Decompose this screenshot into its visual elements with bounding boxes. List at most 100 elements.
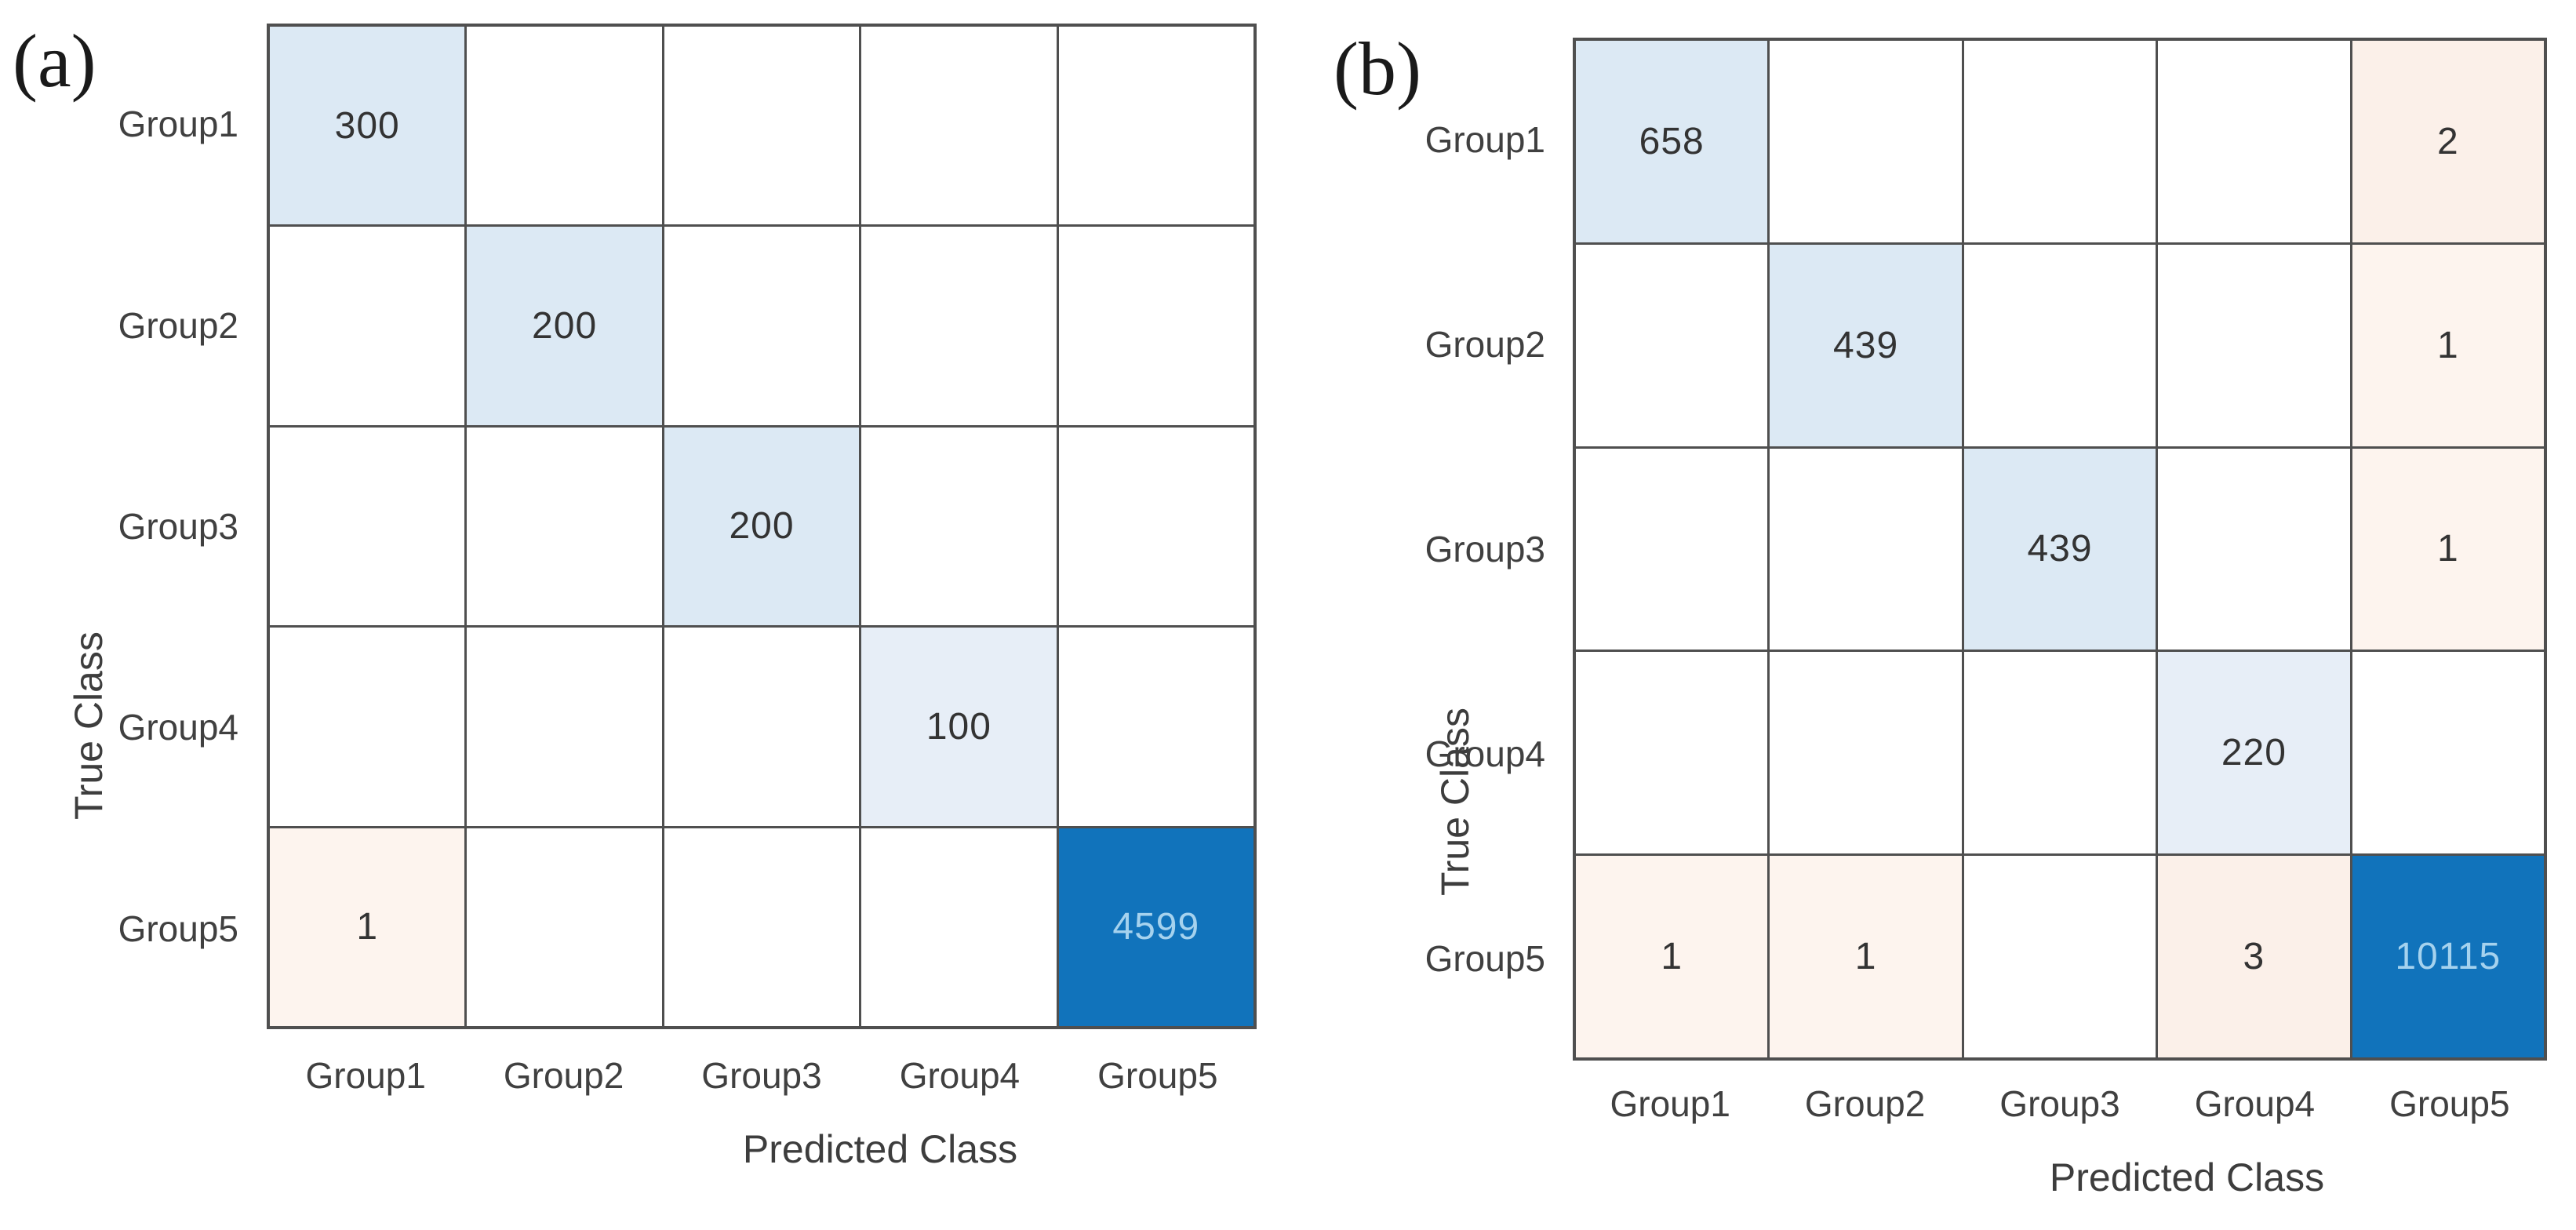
matrix-cell-r1c3 (1963, 41, 2156, 242)
col-label-group1: Group1 (305, 1055, 426, 1096)
row-label-group3: Group3 (1424, 528, 1545, 570)
matrix-cell-r2c3 (1963, 244, 2156, 446)
matrix-cell-r5c2 (467, 828, 662, 1026)
matrix-cell-r3c1 (270, 427, 465, 626)
matrix-cell-value: 100 (926, 705, 991, 748)
matrix-cell-r2c1 (1576, 244, 1768, 446)
matrix-cell-value: 4599 (1112, 906, 1200, 948)
matrix-cell-r5c5: 10115 (2352, 856, 2544, 1057)
matrix-cell-r2c5 (1058, 227, 1253, 425)
matrix-cell-r1c1: 300 (270, 27, 465, 225)
matrix-cell-value: 300 (334, 104, 400, 147)
matrix-cell-r5c1: 1 (1576, 856, 1768, 1057)
matrix-cell-r1c3 (664, 27, 860, 225)
matrix-cell-r4c5 (1058, 628, 1253, 826)
panel-a-label: (a) (13, 19, 96, 103)
col-label-group3: Group3 (701, 1055, 822, 1096)
matrix-cell-r5c3 (664, 828, 860, 1026)
matrix-cell-r3c5 (1058, 427, 1253, 626)
matrix-cell-r4c1 (270, 628, 465, 826)
matrix-cell-value: 1 (2436, 528, 2459, 570)
row-label-group1: Group1 (1424, 119, 1545, 161)
col-label-group3: Group3 (1999, 1083, 2120, 1124)
matrix-cell-r1c5: 2 (2352, 41, 2544, 242)
panel-a-matrix-grid: 300 200 200 100 1 4599 (267, 24, 1257, 1029)
row-label-group2: Group2 (118, 304, 238, 346)
matrix-cell-r1c4 (2158, 41, 2350, 242)
panel-a-x-axis-title: Predicted Class (742, 1127, 1018, 1171)
matrix-cell-r4c3 (664, 628, 860, 826)
matrix-cell-value: 2 (2436, 120, 2459, 162)
matrix-cell-value: 1 (2436, 324, 2459, 366)
col-label-group2: Group2 (503, 1055, 624, 1096)
row-label-group4: Group4 (118, 707, 238, 748)
matrix-cell-r2c5: 1 (2352, 244, 2544, 446)
panel-a-y-axis-title: True Class (67, 631, 111, 820)
panel-b-x-axis-title: Predicted Class (2049, 1155, 2325, 1199)
matrix-cell-r3c2 (1770, 448, 1962, 650)
row-label-group1: Group1 (118, 104, 238, 145)
matrix-cell-r5c3 (1963, 856, 2156, 1057)
matrix-cell-value: 439 (2027, 528, 2093, 570)
matrix-cell-r4c5 (2352, 652, 2544, 854)
row-label-group2: Group2 (1424, 324, 1545, 366)
matrix-cell-r4c2 (1770, 652, 1962, 854)
matrix-cell-r3c3: 439 (1963, 448, 2156, 650)
matrix-cell-value: 3 (2243, 936, 2265, 978)
col-label-group5: Group5 (1097, 1055, 1218, 1096)
col-label-group4: Group4 (899, 1055, 1021, 1096)
panel-b-row-labels: Group1 Group2 Group3 Group4 Group5 (1302, 38, 1559, 1061)
matrix-cell-r2c4 (2158, 244, 2350, 446)
matrix-cell-r1c2 (467, 27, 662, 225)
matrix-cell-r4c4: 100 (861, 628, 1057, 826)
matrix-cell-r1c4 (861, 27, 1057, 225)
matrix-cell-value: 1 (1854, 936, 1877, 978)
matrix-cell-r3c4 (2158, 448, 2350, 650)
matrix-cell-r5c1: 1 (270, 828, 465, 1026)
matrix-cell-r2c3 (664, 227, 860, 425)
matrix-cell-r5c4 (861, 828, 1057, 1026)
matrix-cell-r3c4 (861, 427, 1057, 626)
panel-a-row-labels: Group1 Group2 Group3 Group4 Group5 (0, 24, 253, 1029)
matrix-cell-value: 1 (356, 906, 379, 948)
matrix-cell-r2c2: 439 (1770, 244, 1962, 446)
matrix-cell-r4c4: 220 (2158, 652, 2350, 854)
matrix-cell-value: 220 (2221, 732, 2287, 774)
matrix-cell-value: 1 (1661, 936, 1683, 978)
panel-b-y-axis-title: True Class (1433, 708, 1477, 896)
row-label-group5: Group5 (1424, 937, 1545, 979)
row-label-group4: Group4 (1424, 733, 1545, 774)
row-label-group3: Group3 (118, 506, 238, 548)
matrix-cell-r1c1: 658 (1576, 41, 1768, 242)
matrix-cell-r2c2: 200 (467, 227, 662, 425)
panel-b-col-labels: Group1 Group2 Group3 Group4 Group5 (1573, 1076, 2547, 1131)
row-label-group5: Group5 (118, 908, 238, 949)
matrix-cell-r5c4: 3 (2158, 856, 2350, 1057)
panel-a-col-labels: Group1 Group2 Group3 Group4 Group5 (267, 1048, 1257, 1103)
matrix-cell-r4c3 (1963, 652, 2156, 854)
matrix-cell-r3c1 (1576, 448, 1768, 650)
matrix-cell-r2c1 (270, 227, 465, 425)
matrix-cell-r3c2 (467, 427, 662, 626)
matrix-cell-r1c2 (1770, 41, 1962, 242)
matrix-cell-value: 10115 (2395, 936, 2501, 978)
matrix-cell-r5c5: 4599 (1058, 828, 1253, 1026)
panel-b-label: (b) (1333, 27, 1421, 111)
matrix-cell-value: 200 (532, 305, 598, 348)
matrix-cell-r2c4 (861, 227, 1057, 425)
col-label-group2: Group2 (1804, 1083, 1926, 1124)
col-label-group5: Group5 (2389, 1083, 2510, 1124)
col-label-group4: Group4 (2194, 1083, 2316, 1124)
matrix-cell-r5c2: 1 (1770, 856, 1962, 1057)
matrix-cell-r1c5 (1058, 27, 1253, 225)
matrix-cell-value: 439 (1833, 324, 1899, 366)
matrix-cell-r3c3: 200 (664, 427, 860, 626)
matrix-cell-r4c2 (467, 628, 662, 826)
matrix-cell-r3c5: 1 (2352, 448, 2544, 650)
matrix-cell-value: 200 (729, 505, 795, 548)
panel-b-matrix-grid: 658 2 439 1 439 1 220 1 1 3 10115 (1573, 38, 2547, 1061)
matrix-cell-r4c1 (1576, 652, 1768, 854)
matrix-cell-value: 658 (1639, 120, 1705, 162)
